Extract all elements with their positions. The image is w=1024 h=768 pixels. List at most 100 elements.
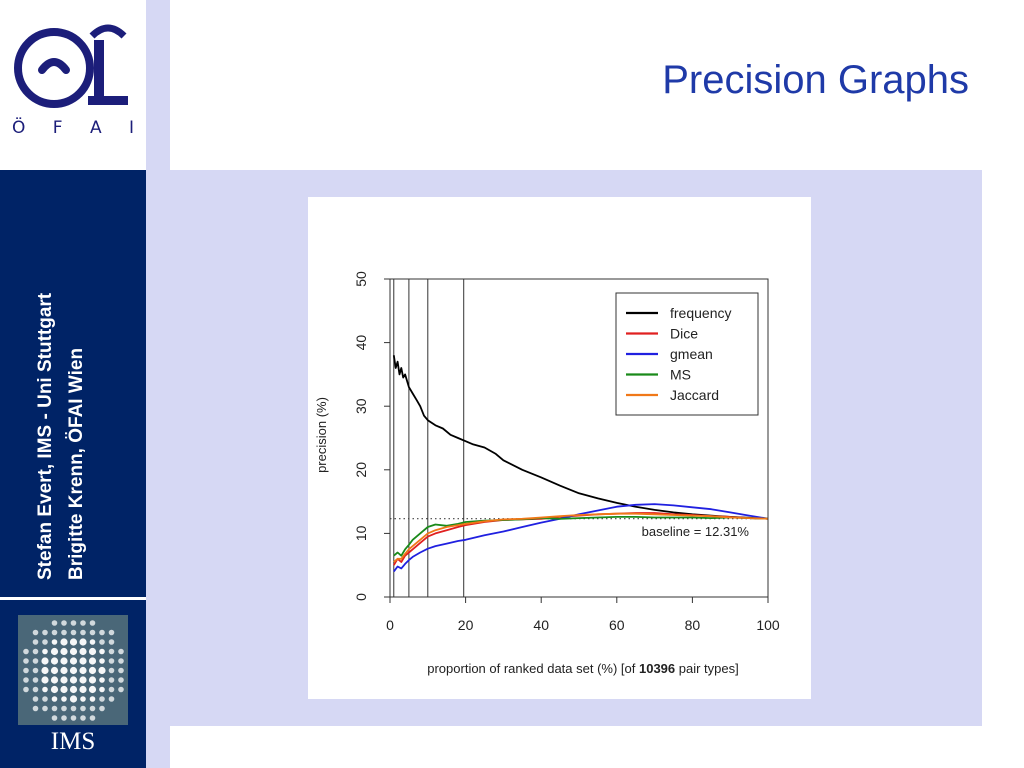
light-dot: [51, 715, 58, 721]
light-dot: [51, 620, 58, 626]
light-grid-icon: [18, 615, 128, 725]
precision-chart: 0 20 40 60 80 100 0 10 20 30 40 50 frequency Dice gme…: [314, 271, 780, 676]
author-line-1: Stefan Evert, IMS - Uni Stuttgart: [35, 292, 56, 580]
logo-letters: Ö F A I: [12, 118, 134, 138]
light-dot: [50, 647, 59, 656]
y-tick-label: 10: [353, 525, 369, 541]
light-dot: [89, 705, 96, 712]
legend-entry-gmean: gmean: [670, 346, 713, 362]
light-dot: [32, 677, 39, 683]
light-dot: [32, 696, 39, 702]
light-dot: [89, 696, 96, 702]
light-dot: [23, 648, 29, 655]
sidebar: Ö F A I Stefan Evert, IMS - Uni Stuttgar…: [0, 0, 146, 768]
plot-frame: [389, 278, 769, 598]
light-dot: [61, 705, 67, 712]
series-line-jaccard: [393, 512, 769, 563]
light-dot: [23, 658, 29, 664]
light-dot: [79, 647, 87, 656]
light-dot: [50, 666, 59, 675]
sidebar-divider: [0, 597, 146, 600]
light-dot: [42, 705, 48, 712]
light-dot: [99, 658, 105, 664]
light-dot: [60, 647, 68, 656]
x-tick-label: 60: [609, 617, 625, 633]
light-dot: [70, 629, 77, 636]
light-dot: [98, 666, 106, 675]
baseline-label: baseline = 12.31%: [642, 524, 750, 539]
light-dot: [99, 639, 105, 645]
light-dot: [69, 638, 78, 646]
light-dot: [61, 715, 67, 721]
light-dot: [41, 666, 49, 675]
light-dot: [60, 638, 68, 646]
legend-entry-jaccard: Jaccard: [670, 387, 719, 403]
series-line-dice: [393, 512, 769, 566]
ims-label: IMS: [50, 728, 96, 755]
x-tick-label: 0: [386, 617, 394, 633]
light-dot: [41, 657, 49, 665]
light-dot: [108, 686, 115, 693]
light-dot: [88, 685, 97, 694]
y-tick-label: 50: [353, 271, 369, 287]
light-dot: [69, 676, 78, 684]
light-dot: [108, 658, 115, 664]
x-axis-label-part: proportion of ranked data set (%) [of: [427, 661, 639, 676]
light-dot: [32, 629, 39, 636]
light-dot: [99, 629, 105, 636]
x-tick-label: 40: [533, 617, 549, 633]
light-dot: [89, 620, 96, 626]
light-dot: [42, 696, 48, 702]
light-dot: [89, 629, 96, 636]
sidebar-accent-strip: [146, 0, 170, 768]
x-tick-label: 80: [685, 617, 701, 633]
light-dot: [41, 676, 49, 684]
light-dot: [51, 639, 58, 645]
light-dot: [108, 639, 115, 645]
series-line-gmean: [393, 503, 769, 573]
light-dot: [108, 629, 115, 636]
light-dot: [99, 686, 105, 693]
light-dot: [32, 667, 39, 674]
y-tick-label: 0: [353, 593, 369, 601]
light-dot: [118, 677, 124, 683]
chart-panel: 0 20 40 60 80 100 0 10 20 30 40 50 frequency Dice gme…: [308, 197, 811, 699]
light-dot: [42, 686, 48, 693]
light-dot: [69, 666, 78, 675]
light-dot: [32, 639, 39, 645]
light-dot: [108, 648, 115, 655]
light-dot: [88, 676, 97, 684]
light-dot: [118, 667, 124, 674]
light-dot: [118, 658, 124, 664]
light-dot: [118, 686, 124, 693]
light-dot: [50, 676, 59, 684]
light-dot: [60, 685, 68, 694]
light-dot: [50, 657, 59, 665]
light-dot: [42, 648, 48, 655]
light-dot: [61, 620, 67, 626]
light-dot: [32, 648, 39, 655]
light-dot: [23, 667, 29, 674]
light-dot: [88, 647, 97, 656]
light-dot: [50, 685, 59, 694]
light-dot: [80, 696, 86, 702]
light-dot: [80, 705, 86, 712]
light-dot: [32, 705, 39, 712]
logo-letter: A: [89, 118, 102, 138]
light-dot: [80, 620, 86, 626]
light-dot: [51, 629, 58, 636]
light-dot: [69, 657, 78, 665]
x-tick-label: 20: [458, 617, 474, 633]
light-dot: [89, 639, 96, 645]
logo-letter: F: [52, 118, 63, 138]
light-dot: [51, 705, 58, 712]
y-axis-label: precision (%): [314, 397, 329, 473]
page-title: Precision Graphs: [662, 58, 969, 102]
logo-letter: I: [128, 118, 134, 138]
light-dot: [69, 685, 78, 694]
light-dot: [79, 638, 87, 646]
logo-letter: Ö: [12, 118, 26, 138]
legend-entry-dice: Dice: [670, 326, 698, 342]
light-dot: [70, 620, 77, 626]
ofai-logo: Ö F A I: [12, 20, 134, 140]
